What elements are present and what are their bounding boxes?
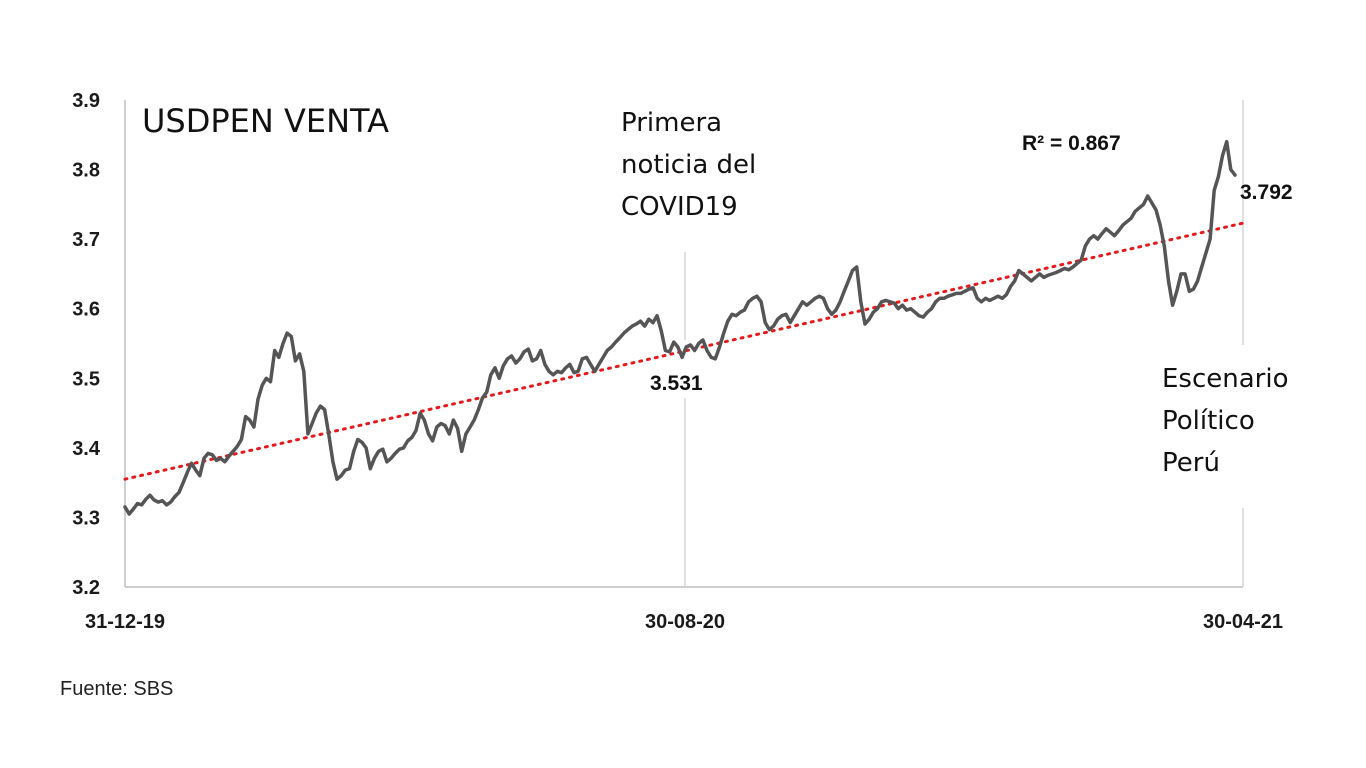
politics-annotation-line: Escenario <box>1162 364 1289 394</box>
y-tick-label: 3.4 <box>72 438 101 460</box>
x-axis-ticks: 31-12-19 30-08-20 30-04-21 <box>85 611 1283 633</box>
y-tick-label: 3.9 <box>72 90 100 112</box>
last-value-label: 3.792 <box>1240 181 1293 204</box>
covid-value-label: 3.531 <box>650 372 703 395</box>
x-tick-label: 30-04-21 <box>1203 611 1283 633</box>
r-squared-label: R² = 0.867 <box>1022 132 1121 155</box>
covid-annotation: Primera noticia del COVID19 <box>621 108 756 222</box>
covid-annotation-line: COVID19 <box>621 192 738 222</box>
y-tick-label: 3.2 <box>72 577 100 599</box>
y-tick-label: 3.7 <box>72 229 100 251</box>
covid-annotation-line: noticia del <box>621 150 756 180</box>
series-line-usdpen <box>123 139 1237 516</box>
politics-annotation: Escenario Político Perú <box>1162 364 1289 478</box>
y-axis-ticks: 3.9 3.8 3.7 3.6 3.5 3.4 3.3 3.2 <box>72 90 101 599</box>
politics-annotation-line: Perú <box>1162 448 1220 478</box>
y-tick-label: 3.8 <box>72 160 100 182</box>
trend-line <box>123 221 1245 481</box>
y-tick-label: 3.6 <box>72 299 100 321</box>
x-tick-label: 30-08-20 <box>645 611 725 633</box>
y-tick-label: 3.5 <box>72 368 100 390</box>
y-tick-label: 3.3 <box>72 507 100 529</box>
x-tick-label: 31-12-19 <box>85 611 165 633</box>
covid-annotation-line: Primera <box>621 108 722 138</box>
politics-annotation-line: Político <box>1162 406 1255 436</box>
chart-title: USDPEN VENTA <box>142 102 389 140</box>
source-note: Fuente: SBS <box>60 678 174 700</box>
